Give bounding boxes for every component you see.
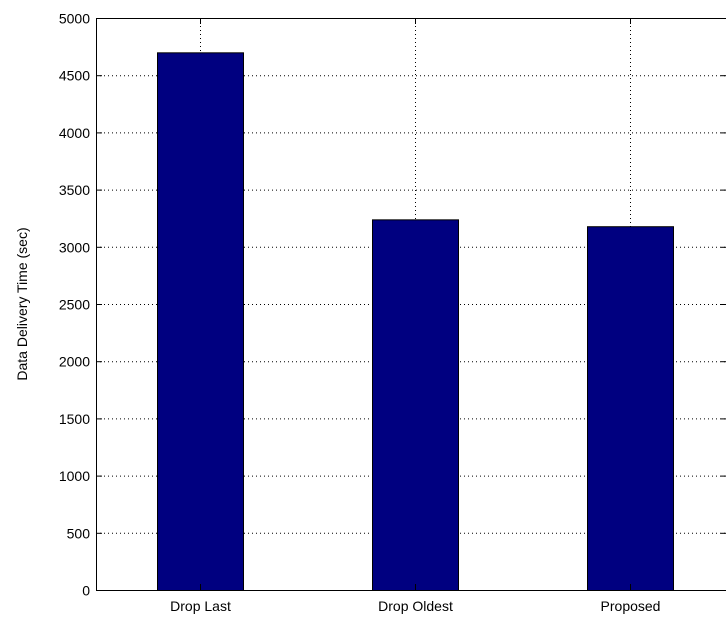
axes (96, 18, 726, 591)
y-axis-label: Data Delivery Time (sec) (14, 227, 30, 380)
bar-drop-oldest (372, 219, 459, 591)
x-tick-labels: Drop Last Drop Oldest Proposed (170, 598, 660, 614)
y-tick-label: 1500 (59, 411, 90, 427)
y-tick-label: 2000 (59, 354, 90, 370)
bar-drop-last (157, 52, 244, 591)
y-tick-label: 4500 (59, 68, 90, 84)
y-tick-label: 4000 (59, 125, 90, 141)
x-tick-label: Drop Oldest (378, 598, 453, 614)
x-tick-label: Proposed (601, 598, 661, 614)
y-tick-label: 0 (82, 583, 90, 599)
x-tick-label: Drop Last (170, 598, 231, 614)
y-tick-label: 3500 (59, 182, 90, 198)
y-tick-label: 2500 (59, 297, 90, 313)
y-tick-label: 1000 (59, 468, 90, 484)
bar-proposed (587, 226, 674, 591)
y-tick-labels: 0 500 1000 1500 2000 2500 3000 3500 4000 4500 5000 (59, 11, 90, 599)
y-tick-label: 500 (67, 525, 91, 541)
y-tick-label: 3000 (59, 239, 90, 255)
y-tick-label: 5000 (59, 11, 90, 27)
bars (157, 52, 674, 591)
